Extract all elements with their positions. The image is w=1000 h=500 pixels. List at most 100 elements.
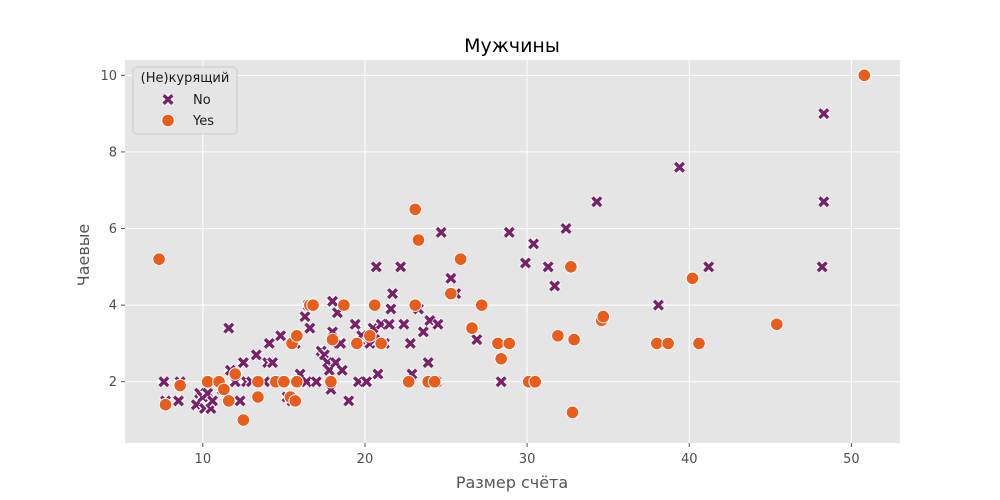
legend-marker-yes: [161, 113, 175, 128]
y-tick-label: 8: [109, 145, 117, 160]
legend: (Не)курящий No Yes: [132, 66, 238, 135]
point-no: [818, 108, 830, 120]
point-yes: [502, 336, 517, 351]
point-no: [263, 337, 275, 349]
y-tick-labels: 2 4 6 8 10: [100, 69, 125, 390]
point-yes: [411, 233, 426, 247]
point-no: [250, 349, 262, 361]
point-no: [398, 318, 410, 330]
point-no: [383, 318, 395, 330]
point-yes: [251, 374, 265, 389]
point-yes: [306, 298, 320, 312]
point-yes: [325, 332, 340, 347]
x-tick-label: 50: [843, 452, 860, 467]
point-no: [495, 376, 507, 388]
x-tick-label: 10: [195, 452, 212, 467]
series-yes: [152, 68, 872, 427]
point-no: [237, 357, 249, 369]
point-no: [158, 376, 170, 388]
point-yes: [528, 374, 542, 389]
point-yes: [236, 413, 251, 427]
point-yes: [685, 271, 700, 286]
legend-x-marker: [162, 93, 174, 106]
point-no: [445, 272, 457, 284]
point-no: [652, 299, 664, 311]
point-no: [301, 376, 313, 388]
point-yes: [251, 390, 265, 404]
point-yes: [228, 367, 243, 381]
point-no: [304, 322, 316, 334]
data-points: [152, 68, 872, 427]
point-yes: [551, 328, 565, 343]
point-yes: [474, 298, 489, 312]
point-yes: [596, 309, 611, 324]
point-yes: [649, 336, 664, 351]
point-yes: [290, 374, 304, 389]
y-tick-label: 10: [100, 69, 117, 84]
point-no: [432, 318, 444, 330]
point-yes: [363, 328, 377, 343]
point-yes: [564, 260, 578, 274]
point-no: [327, 295, 339, 307]
point-yes: [408, 202, 423, 217]
point-yes: [857, 68, 872, 83]
point-yes: [200, 374, 215, 389]
legend-marker-no: [161, 93, 175, 106]
point-no: [223, 322, 235, 334]
point-yes: [221, 394, 236, 408]
point-no: [387, 288, 399, 300]
point-no: [275, 330, 287, 342]
point-no: [471, 334, 483, 346]
x-tick-labels: 10 20 30 40 50: [195, 443, 860, 467]
y-axis-label: Чаевые: [74, 224, 93, 287]
point-no: [673, 161, 686, 173]
x-tick-label: 30: [519, 452, 536, 467]
point-no: [310, 376, 322, 388]
point-no: [385, 303, 397, 315]
point-yes: [152, 252, 166, 266]
x-axis-label: Размер счёта: [456, 473, 568, 492]
x-tick-label: 40: [681, 452, 698, 467]
point-yes: [427, 374, 442, 389]
y-tick-label: 6: [109, 222, 117, 237]
point-no: [234, 395, 246, 407]
point-no: [528, 238, 540, 250]
point-yes: [337, 298, 351, 312]
point-no: [816, 261, 828, 273]
point-yes: [565, 405, 580, 420]
point-no: [349, 318, 361, 330]
point-no: [404, 337, 416, 349]
point-no: [361, 376, 373, 388]
legend-circle-marker: [161, 113, 175, 128]
legend-title: (Не)курящий: [141, 71, 230, 86]
y-tick-label: 4: [109, 299, 117, 314]
point-no: [372, 368, 384, 380]
point-no: [422, 357, 434, 369]
point-yes: [453, 252, 468, 266]
point-no: [542, 261, 554, 273]
point-yes: [277, 374, 291, 389]
point-yes: [290, 328, 304, 343]
point-no: [318, 349, 330, 361]
point-no: [343, 395, 355, 407]
chart-title: Мужчины: [464, 35, 560, 57]
point-no: [560, 223, 572, 235]
point-no: [435, 226, 447, 238]
point-yes: [158, 397, 173, 412]
point-yes: [374, 336, 388, 351]
point-no: [519, 257, 531, 269]
point-yes: [491, 336, 505, 351]
point-no: [173, 395, 185, 407]
legend-label-yes: Yes: [192, 114, 214, 129]
point-yes: [494, 351, 508, 366]
point-no: [591, 196, 603, 208]
point-no: [299, 311, 311, 323]
point-no: [703, 261, 715, 273]
x-tick-label: 20: [357, 452, 374, 467]
point-yes: [401, 374, 416, 389]
point-yes: [465, 321, 479, 335]
point-yes: [288, 394, 303, 408]
point-no: [207, 395, 219, 407]
point-no: [549, 280, 561, 292]
